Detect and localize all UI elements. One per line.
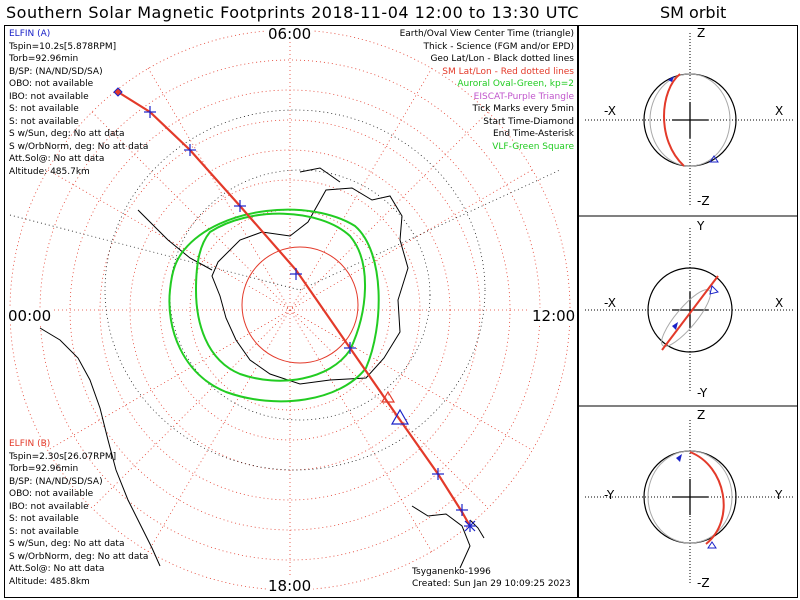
hour-label-top: 06:00 <box>266 25 314 43</box>
elfin-b-line: Att.Sol@: No att data <box>9 564 105 574</box>
legend-item: End Time-Asterisk <box>492 129 574 139</box>
orbit2-bottom-label: -Y <box>697 386 708 400</box>
view-center-triangle-a <box>390 408 410 425</box>
track-ticks <box>144 106 468 516</box>
south-america-coast <box>39 327 161 567</box>
orbit3-left-label: -Y <box>604 488 615 502</box>
elfin-a-line: Att.Sol@: No att data <box>9 154 105 164</box>
elfin-a-line: B/SP: (NA/ND/SD/SA) <box>9 66 103 77</box>
page-title: Southern Solar Magnetic Footprints 2018-… <box>6 3 579 22</box>
elfin-b-line: S w/Sun, deg: No att data <box>9 539 125 549</box>
africa-tip <box>299 167 341 183</box>
elfin-a-line: S: not available <box>9 104 79 114</box>
elfin-b-line: Torb=92.96min <box>9 464 79 474</box>
elfin-a-track <box>117 91 471 527</box>
start-diamond <box>113 87 123 97</box>
orbit1-right-label: X <box>775 104 784 118</box>
antarctica-coast <box>211 187 409 385</box>
elfin-b-line: OBO: not available <box>9 489 94 499</box>
orbit1-top-label: Z <box>697 26 706 40</box>
legend-item: Tick Marks every 5min <box>472 104 574 114</box>
legend-item: SM Lat/Lon - Red dotted lines <box>442 66 574 77</box>
elfin-a-info: ELFIN (A) Tspin=10.2s[5.878RPM] Torb=92.… <box>9 28 148 178</box>
elfin-a-line: IBO: not available <box>9 91 89 102</box>
model-label: Tsyganenko-1996 <box>412 567 491 577</box>
legend-item: Start Time-Diamond <box>483 116 574 127</box>
elfin-b-line: B/SP: (NA/ND/SD/SA) <box>9 476 103 487</box>
elfin-a-line: Tspin=10.2s[5.878RPM] <box>9 41 117 52</box>
elfin-b-line: S: not available <box>9 526 79 537</box>
elfin-b-line: Tspin=2.30s[26.07RPM] <box>9 451 117 462</box>
legend-item: EISCAT-Purple Triangle <box>473 91 574 102</box>
elfin-a-line: Torb=92.96min <box>9 54 79 64</box>
legend-item: VLF-Green Square <box>492 141 574 152</box>
main-map-frame <box>4 25 578 598</box>
orbit3-right-label: Y <box>775 488 783 502</box>
auroral-oval <box>168 208 380 403</box>
orbit-panel-1 <box>585 33 795 205</box>
view-center-triangle-b <box>380 390 396 403</box>
elfin-a-line: S w/Sun, deg: No att data <box>9 129 125 139</box>
legend-item: Earth/Oval View Center Time (triangle) <box>399 29 574 39</box>
elfin-b-name: ELFIN (B) <box>9 439 51 449</box>
elfin-a-line: S: not available <box>9 116 79 127</box>
orbit3-top-label: Z <box>697 408 706 422</box>
antarctic-peninsula <box>137 209 213 271</box>
elfin-a-name: ELFIN (A) <box>9 29 51 39</box>
australia-coast <box>411 505 471 569</box>
orbit-panel-2 <box>585 228 795 392</box>
legend-item: Thick - Science (FGM and/or EPD) <box>423 41 574 52</box>
created-label: Created: Sun Jan 29 10:09:25 2023 <box>412 579 571 589</box>
elfin-b-info: ELFIN (B) Tspin=2.30s[26.07RPM] Torb=92.… <box>9 438 148 588</box>
elfin-a-line: S w/OrbNorm, deg: No att data <box>9 141 149 152</box>
hour-label-left: 00:00 <box>6 307 54 325</box>
orbit-panel-3 <box>585 420 795 585</box>
hour-label-right: 12:00 <box>530 307 578 325</box>
legend: Earth/Oval View Center Time (triangle) T… <box>400 28 574 153</box>
orbit3-bottom-label: -Z <box>697 576 710 590</box>
orbit2-top-label: Y <box>697 219 705 233</box>
elfin-a-line: OBO: not available <box>9 79 94 89</box>
elfin-b-line: IBO: not available <box>9 501 89 512</box>
legend-item: Geo Lat/Lon - Black dotted lines <box>430 54 574 64</box>
elfin-b-line: Altitude: 485.8km <box>9 576 90 587</box>
orbit1-bottom-label: -Z <box>697 194 710 208</box>
new-zealand-coast <box>469 519 485 539</box>
orbit2-left-label: -X <box>604 296 616 310</box>
orbit-title: SM orbit <box>660 3 727 22</box>
elfin-a-line: Altitude: 485.7km <box>9 166 90 177</box>
hour-label-bottom: 18:00 <box>266 577 314 595</box>
orbit-panels-frame <box>578 25 798 598</box>
legend-item: Auroral Oval-Green, kp=2 <box>457 79 574 89</box>
elfin-b-line: S w/OrbNorm, deg: No att data <box>9 551 149 562</box>
end-asterisk <box>464 520 476 532</box>
orbit2-right-label: X <box>775 296 784 310</box>
orbit1-left-label: -X <box>604 104 616 118</box>
elfin-b-line: S: not available <box>9 514 79 524</box>
